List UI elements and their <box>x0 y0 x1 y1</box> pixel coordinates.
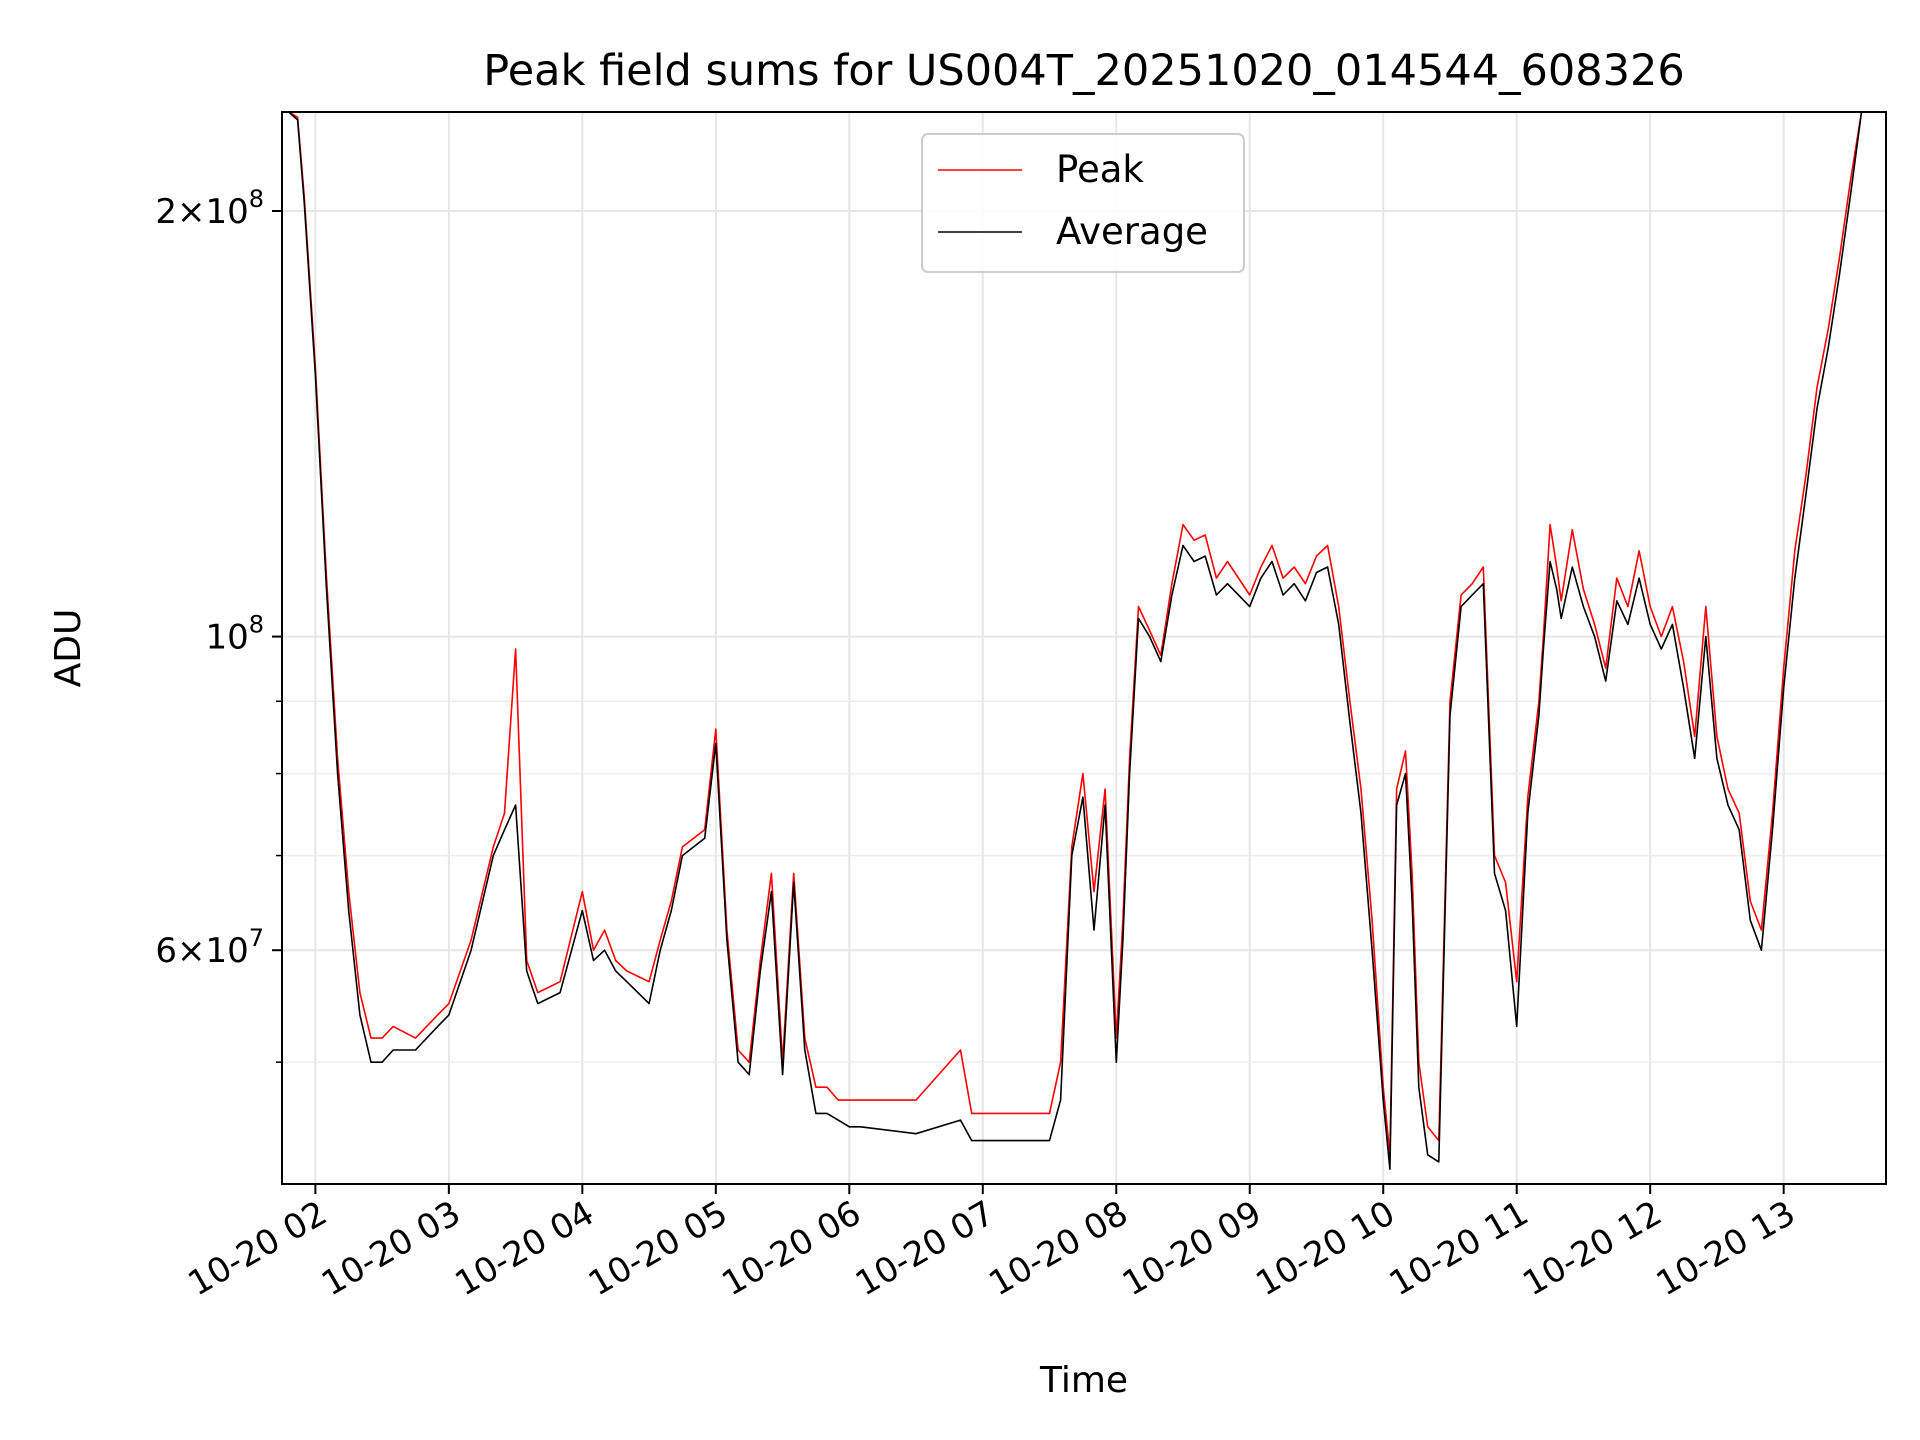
chart-title: Peak field sums for US004T_20251020_0145… <box>483 46 1684 96</box>
y-tick-label: 2×108 <box>155 185 264 232</box>
y-axis-label: ADU <box>48 609 89 688</box>
plot-frame <box>281 111 1887 1185</box>
y-tick-label: 108 <box>205 611 264 658</box>
series-line-average <box>282 111 1886 1170</box>
y-tick-label: 6×107 <box>155 924 264 971</box>
legend-box <box>921 133 1245 273</box>
legend-label-average: Average <box>1056 210 1208 253</box>
series-group <box>282 111 1886 1170</box>
legend: Peak Average <box>921 133 1245 273</box>
series-line-peak <box>282 111 1886 1156</box>
y-axis: 2×108 108 6×107 <box>155 185 282 1063</box>
grid <box>282 112 1886 1184</box>
x-axis-label: Time <box>1039 1360 1128 1401</box>
legend-label-peak: Peak <box>1056 148 1144 191</box>
